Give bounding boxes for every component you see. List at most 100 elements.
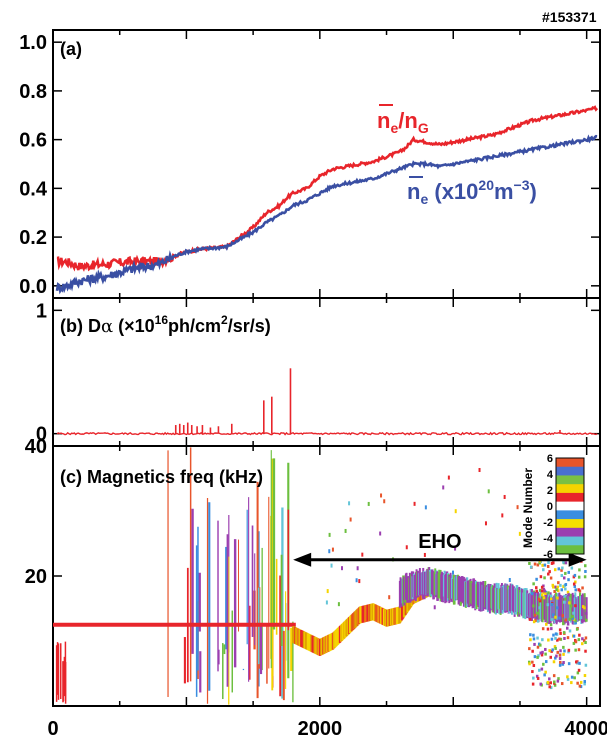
mode-point bbox=[556, 585, 560, 589]
series-line-0 bbox=[56, 105, 599, 272]
mode-point bbox=[584, 564, 587, 568]
mode-point bbox=[556, 650, 559, 654]
mode-point bbox=[528, 647, 531, 651]
mode-point bbox=[330, 563, 333, 568]
mode-point bbox=[558, 637, 561, 641]
mode-point bbox=[532, 582, 535, 586]
mode-point bbox=[551, 613, 555, 617]
mode-point bbox=[573, 676, 576, 680]
mode-point bbox=[566, 675, 569, 679]
mode-point bbox=[544, 670, 547, 674]
mode-point bbox=[459, 601, 462, 606]
mode-point bbox=[559, 583, 562, 587]
legend-tick-label: -2 bbox=[543, 517, 553, 529]
panel-a-plot: 0.0 0.2 0.4 0.6 0.8 1.0 bbox=[19, 32, 600, 298]
legend-swatch bbox=[556, 501, 584, 511]
mode-point bbox=[561, 566, 564, 570]
mode-point bbox=[561, 662, 565, 666]
mode-point bbox=[556, 589, 560, 593]
mode-point bbox=[563, 594, 566, 598]
mode-point bbox=[349, 517, 352, 522]
mode-point bbox=[552, 660, 556, 664]
mode-point bbox=[454, 546, 457, 551]
legend-tick-label: 4 bbox=[547, 469, 554, 481]
mode-number-legend: Mode Number 6 4 2 0 -2 -4 -6 bbox=[521, 453, 585, 561]
mode-point bbox=[562, 576, 566, 580]
mode-point bbox=[328, 549, 331, 554]
mode-point bbox=[549, 576, 553, 580]
y-tick-label: 1 bbox=[36, 300, 47, 322]
mode-point bbox=[535, 674, 539, 678]
mode-point bbox=[413, 501, 416, 506]
mode-point bbox=[325, 600, 328, 605]
mode-point bbox=[516, 505, 519, 510]
eho-label: EHO bbox=[418, 531, 461, 553]
mode-point bbox=[529, 565, 533, 569]
mode-point bbox=[547, 572, 550, 576]
mode-point bbox=[337, 602, 340, 607]
mode-point bbox=[548, 677, 551, 681]
mode-point bbox=[348, 501, 351, 506]
legend-tick-label: 2 bbox=[547, 485, 553, 497]
mode-point bbox=[383, 499, 386, 504]
mode-point bbox=[570, 675, 574, 679]
legend-swatch bbox=[556, 510, 584, 520]
mode-point bbox=[550, 618, 554, 622]
mode-point bbox=[518, 531, 521, 536]
mode-point bbox=[536, 611, 539, 615]
mode-point bbox=[562, 631, 566, 635]
mode-point bbox=[531, 682, 535, 686]
mode-point bbox=[532, 664, 536, 668]
legend-swatch bbox=[556, 545, 584, 555]
mode-point bbox=[583, 682, 586, 686]
mode-point bbox=[567, 650, 570, 654]
mode-point bbox=[577, 575, 581, 579]
mode-point bbox=[538, 599, 542, 603]
mode-point bbox=[570, 566, 574, 570]
mode-point bbox=[559, 649, 562, 653]
mode-point bbox=[548, 570, 551, 574]
mode-point bbox=[487, 489, 490, 494]
mode-point bbox=[535, 616, 539, 620]
x-tick-label: 0 bbox=[47, 718, 58, 740]
mode-point bbox=[536, 619, 540, 623]
mode-point bbox=[537, 654, 540, 658]
mode-point bbox=[503, 494, 506, 499]
mode-point bbox=[583, 674, 587, 678]
mode-point bbox=[574, 580, 577, 584]
panel-a-label: (a) bbox=[60, 39, 82, 59]
mode-point bbox=[380, 493, 383, 498]
mode-point bbox=[531, 592, 534, 596]
mode-point bbox=[542, 662, 545, 666]
mode-point bbox=[538, 606, 541, 610]
y-tick-label: 0.0 bbox=[19, 276, 47, 298]
panel-b-label: (b) Dα (×1016ph/cm2/sr/s) bbox=[60, 313, 271, 337]
mode-point bbox=[563, 636, 566, 640]
mode-point bbox=[537, 597, 541, 601]
series-label-ne: ne (x1020m−3) bbox=[407, 176, 537, 207]
mode-point bbox=[331, 547, 334, 552]
mode-point bbox=[558, 656, 562, 660]
eho-arrow-left-head bbox=[293, 552, 312, 567]
mode-point bbox=[556, 679, 560, 683]
mode-point bbox=[478, 468, 481, 473]
mode-point bbox=[535, 589, 538, 593]
mode-point bbox=[536, 676, 540, 680]
mode-point bbox=[559, 660, 562, 664]
mode-point bbox=[557, 567, 561, 571]
mode-point bbox=[574, 619, 577, 623]
mode-point bbox=[367, 501, 370, 506]
mode-point bbox=[529, 633, 532, 637]
mode-point bbox=[549, 623, 553, 627]
mode-point bbox=[554, 632, 558, 636]
mode-point bbox=[558, 653, 562, 657]
mode-point bbox=[536, 563, 540, 567]
mode-point bbox=[564, 583, 568, 587]
mode-point bbox=[556, 606, 559, 610]
mode-point bbox=[564, 561, 568, 565]
mode-point bbox=[552, 561, 555, 565]
y-tick-label: 1.0 bbox=[19, 32, 47, 54]
mode-point bbox=[379, 531, 382, 536]
mode-point bbox=[532, 633, 535, 637]
